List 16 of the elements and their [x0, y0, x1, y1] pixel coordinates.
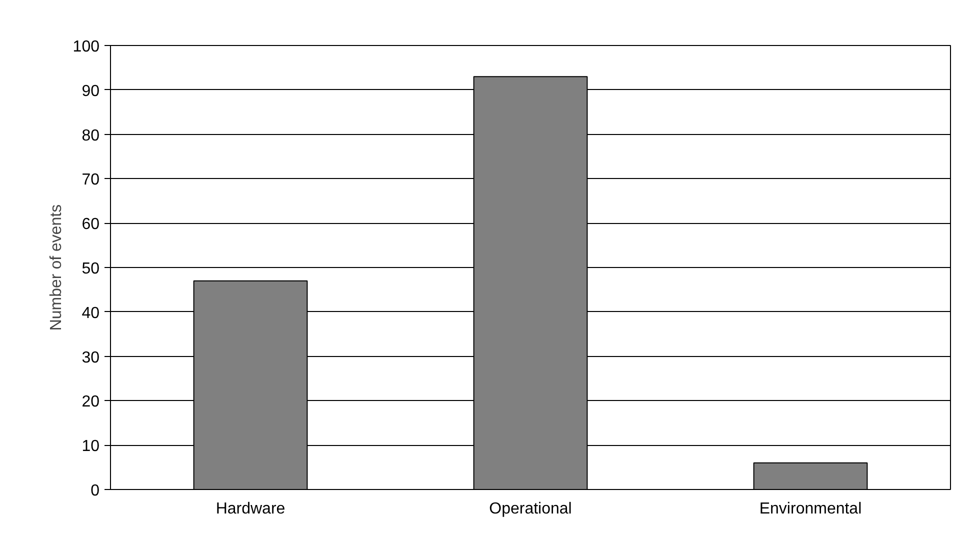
- x-tick-label: Environmental: [759, 500, 862, 518]
- y-tick-label: 80: [82, 127, 100, 144]
- x-tick-label: Operational: [489, 500, 572, 518]
- y-tick-label: 30: [82, 349, 100, 366]
- y-tick-label: 0: [90, 482, 100, 500]
- y-tick-label: 50: [82, 260, 100, 278]
- y-tick-label: 70: [82, 172, 100, 189]
- x-tick-label: Hardware: [216, 500, 286, 518]
- y-tick-label: 90: [82, 82, 100, 100]
- y-tick-label: 100: [72, 38, 100, 56]
- y-tick-label: 10: [82, 438, 100, 456]
- bar: [753, 462, 868, 490]
- y-tick-label: 40: [82, 304, 100, 322]
- y-axis-title: Number of events: [48, 204, 65, 331]
- y-tick-label: 60: [82, 216, 100, 234]
- y-tick-label: 20: [82, 394, 100, 411]
